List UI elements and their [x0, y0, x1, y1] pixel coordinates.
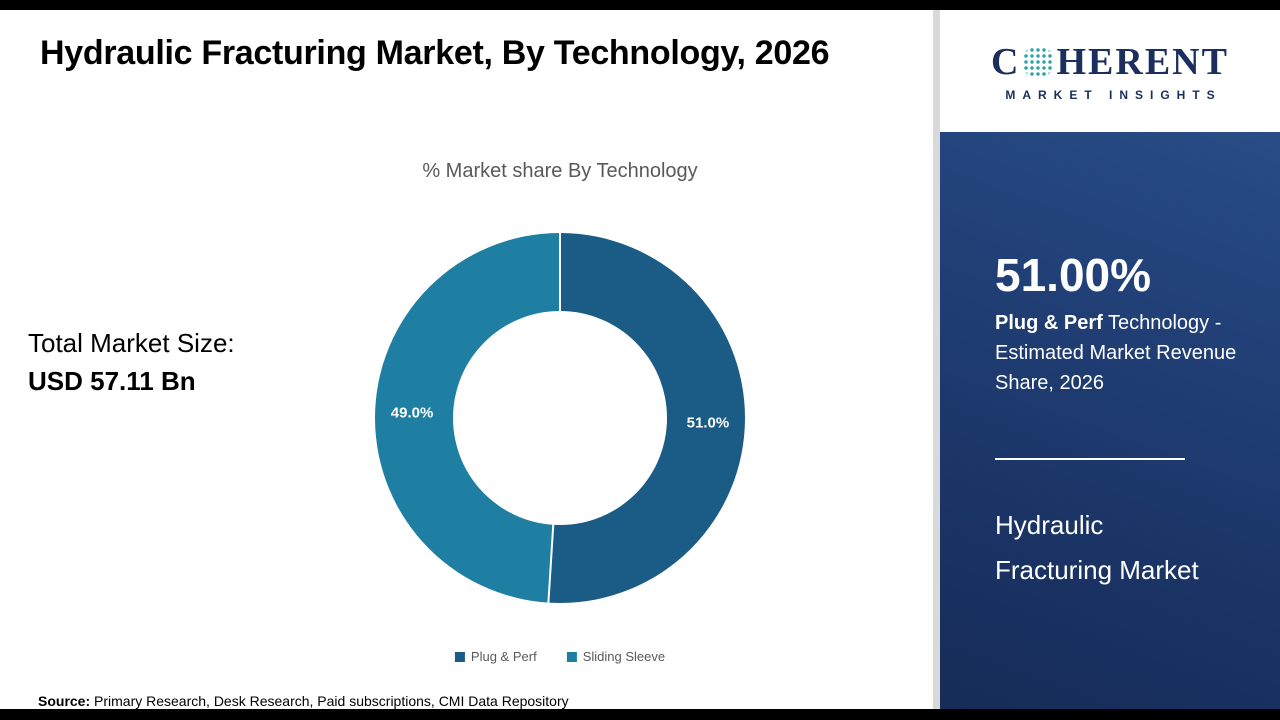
legend-label: Sliding Sleeve: [582, 649, 666, 664]
headline-share-value: 51.00%: [995, 249, 1152, 301]
company-logo: C HERENT MARKET INSIGHTS: [940, 10, 1280, 132]
share-description-rest: Technology - Estimated Market Revenue Sh…: [995, 312, 1237, 394]
sidebar-divider: [995, 458, 1185, 460]
source-text: Primary Research, Desk Research, Paid su…: [90, 693, 569, 709]
sidebar: C HERENT MARKET INSIGHTS 51.00% Plug & P…: [940, 10, 1280, 709]
top-border-bar: [0, 0, 1280, 10]
legend-swatch-icon: [566, 651, 577, 662]
share-description-segment: Plug & Perf: [995, 312, 1103, 334]
logo-subtitle: MARKET INSIGHTS: [1005, 88, 1222, 102]
page-title: Hydraulic Fracturing Market, By Technolo…: [40, 34, 830, 72]
report-name-line1: Hydraulic: [995, 510, 1104, 540]
report-name-line2: Fracturing Market: [995, 555, 1199, 585]
vertical-divider: [933, 10, 940, 709]
report-name: Hydraulic Fracturing Market: [995, 503, 1199, 593]
total-market-size-label: Total Market Size:: [28, 328, 235, 358]
chart-legend: Plug & Perf Sliding Sleeve: [454, 649, 666, 664]
logo-globe-icon: [1022, 46, 1055, 78]
chart-title: % Market share By Technology: [422, 160, 698, 182]
legend-item: Sliding Sleeve: [566, 649, 666, 664]
legend-label: Plug & Perf: [470, 649, 537, 664]
slice-percentage-label: 49.0%: [390, 404, 434, 422]
headline-share-description: Plug & Perf Technology - Estimated Marke…: [995, 308, 1247, 398]
donut-chart: 51.0% 49.0%: [375, 233, 745, 603]
logo-wordmark: C HERENT: [991, 40, 1229, 84]
logo-text-pre: C: [991, 41, 1021, 83]
logo-text-post: HERENT: [1056, 41, 1229, 83]
donut-hole: [453, 311, 667, 525]
source-label: Source:: [38, 693, 91, 709]
legend-swatch-icon: [454, 651, 465, 662]
source-note: Source: Primary Research, Desk Research,…: [38, 693, 569, 709]
slice-percentage-label: 51.0%: [686, 414, 730, 432]
bottom-border-bar: [0, 709, 1280, 720]
legend-item: Plug & Perf: [454, 649, 537, 664]
total-market-size-value: USD 57.11 Bn: [28, 366, 196, 396]
